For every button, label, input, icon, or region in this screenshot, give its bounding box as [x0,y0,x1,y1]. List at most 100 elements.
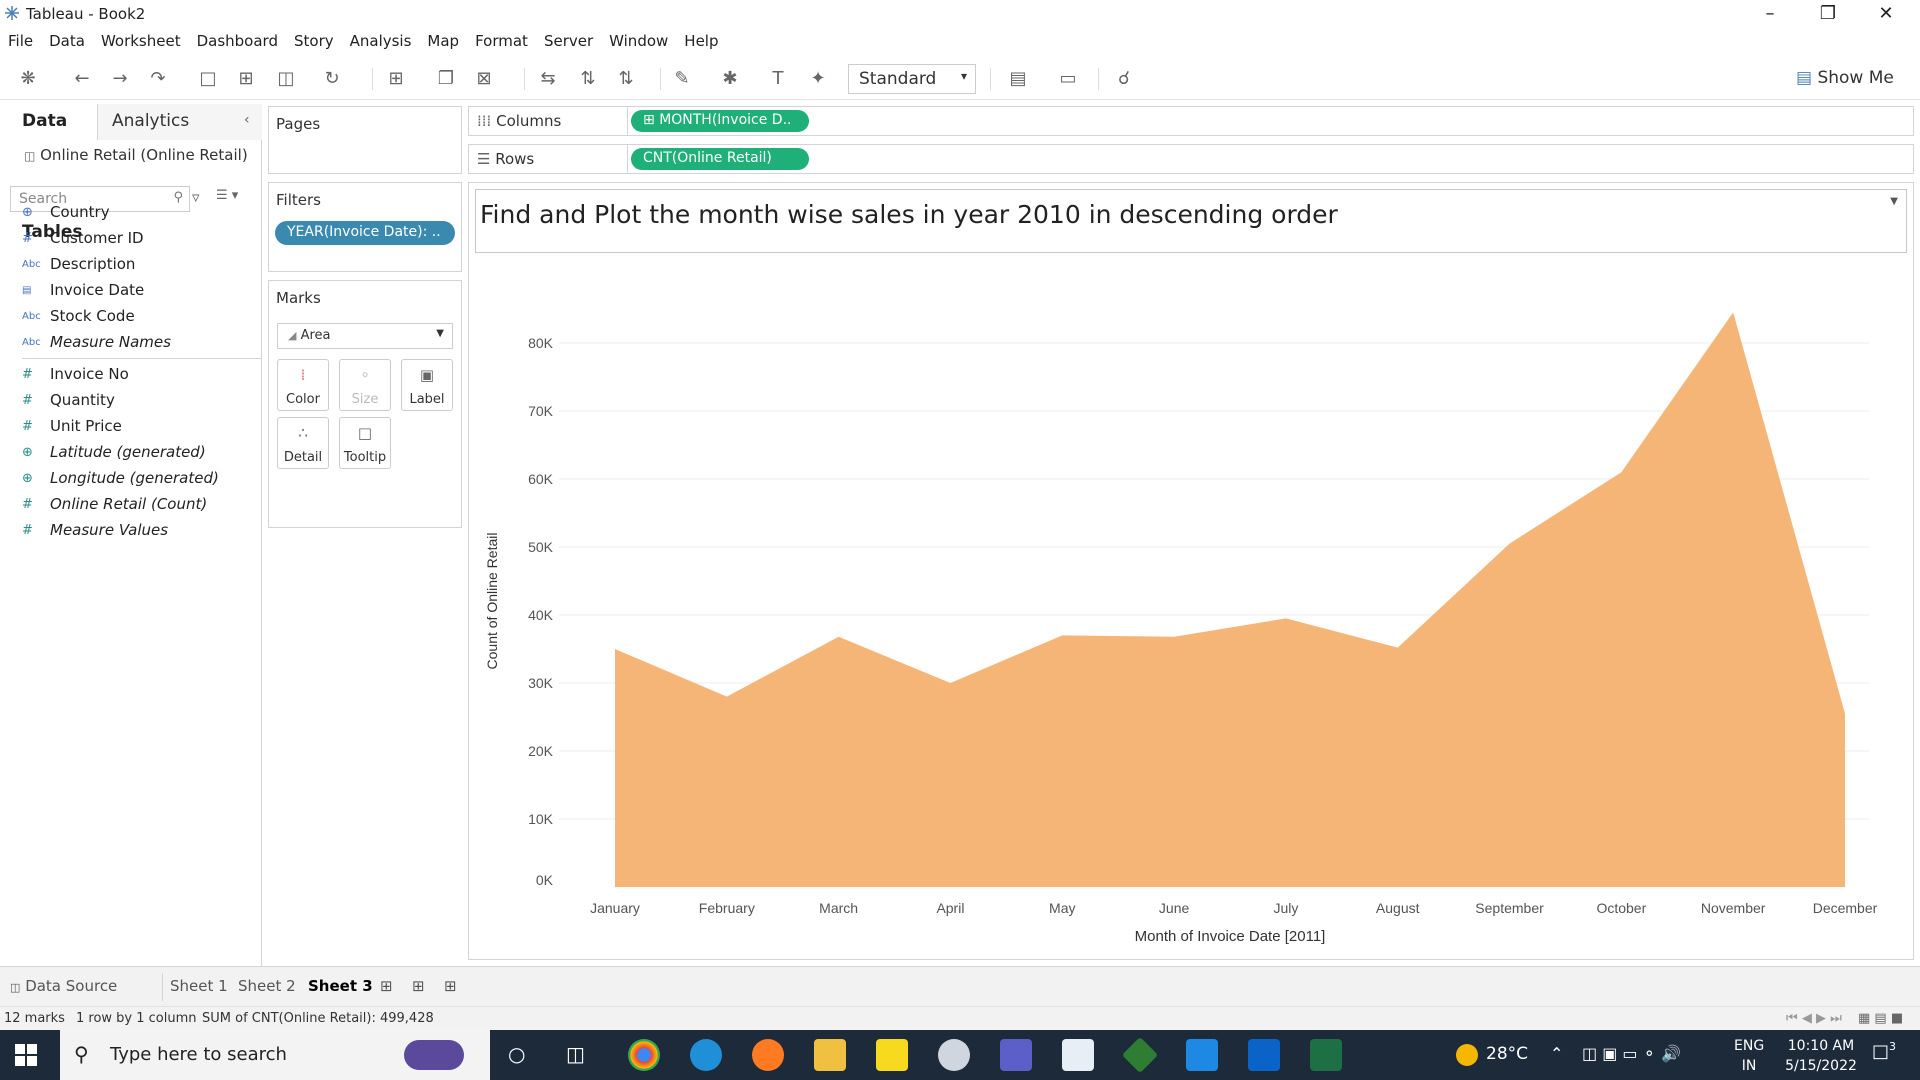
redo-arrow-icon[interactable]: ↷ [150,68,166,89]
x-axis-title[interactable]: Month of Invoice Date [2011] [1135,928,1326,945]
field-item[interactable]: # Measure Values [22,518,168,542]
firefox-icon[interactable] [752,1039,784,1071]
presentation-icon[interactable]: ▭ [1059,68,1077,89]
windows-start-icon[interactable] [14,1043,38,1067]
field-item[interactable]: # Quantity [22,388,115,412]
menu-map[interactable]: Map [427,32,460,50]
filter-icon[interactable]: ▿ [192,188,200,206]
tab-sheet-2[interactable]: Sheet 2 [238,977,296,995]
field-item[interactable]: ⊕ Country [22,200,110,224]
menu-story[interactable]: Story [293,32,334,50]
duplicate-icon[interactable]: ❐ [437,68,455,89]
paint-icon[interactable] [938,1039,970,1071]
fit-select[interactable]: Standard ▾ [848,64,976,94]
task-view-icon[interactable]: ◫ [566,1042,585,1066]
nav-arrows-icon[interactable]: ⏮ ◀ ▶ ⏭ [1786,1011,1842,1026]
menu-data[interactable]: Data [49,32,85,50]
minimize-button[interactable]: – [1765,3,1775,24]
cortana-icon[interactable]: ○ [508,1042,526,1066]
taskbar-search-input[interactable]: ⚲ Type here to search [60,1030,490,1080]
y-axis-title[interactable]: Count of Online Retail [484,533,500,670]
photos-icon[interactable] [1248,1039,1280,1071]
field-item[interactable]: Abc Description [22,252,135,276]
language-indicator[interactable]: ENG IN [1734,1036,1764,1076]
weather-temp[interactable]: 28°C [1486,1044,1529,1064]
cards-icon[interactable]: ▤ [1009,68,1027,89]
labels-icon[interactable]: T [772,68,784,89]
chevron-down-icon[interactable]: ▼ [1890,196,1898,207]
new-worksheet-icon[interactable]: ⊞ [380,977,393,995]
columns-pill[interactable]: ⊞ MONTH(Invoice D.. [631,110,809,132]
new-worksheet-icon[interactable]: ⊞ [388,68,404,89]
clear-sheet-icon[interactable]: ⊠ [476,68,492,89]
redo-icon[interactable]: → [112,68,128,89]
menu-file[interactable]: File [8,32,34,50]
menu-dashboard[interactable]: Dashboard [196,32,278,50]
detail-button[interactable]: ∴ Detail [277,417,329,469]
new-story-icon[interactable]: ⊞ [444,977,457,995]
excel-icon[interactable] [1310,1039,1342,1071]
pause-updates-icon[interactable]: ◫ [277,68,295,89]
field-item[interactable]: ▤ Invoice Date [22,278,144,302]
rows-pill[interactable]: CNT(Online Retail) [631,148,809,170]
filter-pill[interactable]: YEAR(Invoice Date): .. [275,221,455,245]
file-explorer-icon[interactable] [814,1039,846,1071]
pages-card[interactable]: Pages [268,106,462,174]
tableau-home-icon[interactable]: ❋ [20,68,36,89]
menu-format[interactable]: Format [475,32,528,50]
area-series[interactable] [615,312,1845,887]
menu-server[interactable]: Server [543,32,594,50]
edge-icon[interactable] [690,1039,722,1071]
tab-sheet-1[interactable]: Sheet 1 [170,977,228,995]
menu-help[interactable]: Help [684,32,719,50]
chrome-icon[interactable] [628,1039,660,1071]
tab-analytics[interactable]: Analytics [98,104,262,140]
share-icon[interactable]: ☌ [1117,68,1131,89]
new-dashboard-icon[interactable]: ⊞ [412,977,425,995]
area-chart[interactable]: 0K 10K 20K 30K 40K 50K 60K 70K 80K January Februar… [469,255,1909,955]
search-input[interactable]: Search ⚲ [10,186,190,212]
menu-analysis[interactable]: Analysis [349,32,412,50]
collapse-icon[interactable]: ‹ [244,112,250,128]
field-item[interactable]: ⊕ Longitude (generated) [22,466,219,490]
tray-chevron-icon[interactable]: ⌃ [1550,1044,1564,1063]
field-item[interactable]: # Unit Price [22,414,122,438]
vscode-icon[interactable] [1186,1039,1218,1071]
field-item[interactable]: # Customer ID [22,226,144,250]
show-me-button[interactable]: ▤ Show Me [1796,68,1894,88]
grid-view-icon[interactable]: ▦ ▤ ■ [1858,1011,1904,1026]
tooltip-button[interactable]: □ Tooltip [339,417,391,469]
sort-descending-icon[interactable]: ⇅ [618,68,634,89]
restore-button[interactable]: ❐ [1819,3,1837,24]
save-icon[interactable]: □ [199,68,217,89]
tab-sheet-3[interactable]: Sheet 3 [308,977,373,995]
pin-icon[interactable]: ✦ [810,68,826,89]
view-options-icon[interactable]: ☰ ▾ [216,188,239,203]
sort-ascending-icon[interactable]: ⇅ [580,68,596,89]
git-icon[interactable] [1121,1036,1159,1074]
teams-icon[interactable] [1000,1039,1032,1071]
field-item[interactable]: Abc Measure Names [22,330,171,354]
tab-data-source[interactable]: ◫ Data Source [10,977,117,995]
highlight-icon[interactable]: ✎ [674,68,690,89]
tab-data[interactable]: Data [0,104,98,140]
sheet-title-box[interactable]: Find and Plot the month wise sales in ye… [475,189,1907,253]
rows-shelf[interactable]: ☰ Rows CNT(Online Retail) [468,144,1914,174]
new-datasource-icon[interactable]: ⊞ [238,68,254,89]
label-button[interactable]: ▣ Label [401,359,453,411]
datasource-item[interactable]: ◫ Online Retail (Online Retail) [24,146,248,164]
mark-type-select[interactable]: ◢ Area ▼ [277,323,453,349]
tray-icons[interactable]: ◫ ▣ ▭ ⚬ 🔊 [1582,1044,1682,1063]
columns-shelf[interactable]: ⁞⁞⁞ Columns ⊞ MONTH(Invoice D.. [468,106,1914,136]
field-item[interactable]: # Invoice No [22,362,129,386]
filters-card[interactable]: Filters YEAR(Invoice Date): .. [268,182,462,272]
clock[interactable]: 10:10 AM 5/15/2022 [1776,1036,1866,1076]
menu-worksheet[interactable]: Worksheet [100,32,181,50]
size-button[interactable]: ⚬ Size [339,359,391,411]
color-button[interactable]: ⁞ Color [277,359,329,411]
undo-icon[interactable]: ← [74,68,90,89]
menu-window[interactable]: Window [609,32,669,50]
field-item[interactable]: Abc Stock Code [22,304,135,328]
notifications-icon[interactable]: □3 [1872,1040,1897,1062]
field-item[interactable]: # Online Retail (Count) [22,492,207,516]
